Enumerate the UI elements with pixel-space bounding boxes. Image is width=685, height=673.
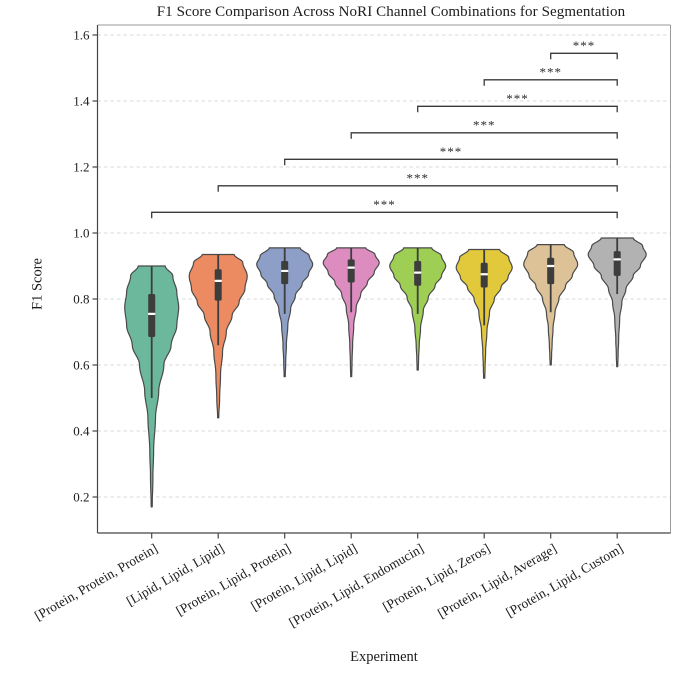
x-axis-label: Experiment	[350, 649, 418, 665]
y-tick-label: 0.8	[73, 292, 89, 307]
significance-bracket-2-8	[217, 185, 618, 192]
median-protein-protein-protein	[147, 312, 156, 315]
significance-bracket-7-8	[550, 52, 618, 60]
x-tick-label-protein-lipid-average: [Protein, Lipid, Average]	[435, 541, 559, 621]
y-tick-label: 1.2	[73, 160, 89, 175]
y-tick-label: 1.0	[73, 226, 89, 241]
significance-bracket-1-8	[151, 211, 618, 219]
significance-bracket-3-8	[284, 158, 618, 166]
significance-stars: ***	[406, 170, 429, 185]
x-tick-label-protein-protein-protein: [Protein, Protein, Protein]	[32, 541, 160, 624]
x-tick-label-protein-lipid-zeros: [Protein, Lipid, Zeros]	[380, 541, 493, 615]
significance-bracket-5-8	[417, 105, 618, 113]
box-protein-lipid-custom	[613, 251, 621, 276]
significance-bracket-4-8	[350, 132, 618, 139]
box-protein-lipid-protein	[281, 261, 289, 285]
median-protein-lipid-endomucin	[413, 271, 422, 274]
median-protein-lipid-lipid	[347, 266, 355, 269]
significance-bracket-6-8	[483, 79, 618, 86]
median-protein-lipid-zeros	[480, 273, 488, 276]
median-lipid-lipid-lipid	[214, 279, 222, 282]
median-protein-lipid-average	[546, 264, 555, 268]
median-protein-lipid-protein	[280, 269, 289, 273]
box-protein-protein-protein	[148, 294, 156, 337]
chart-title: F1 Score Comparison Across NoRI Channel …	[156, 4, 626, 20]
significance-stars: ***	[373, 197, 396, 212]
y-tick-label: 1.6	[73, 28, 90, 43]
x-tick-label-protein-lipid-custom: [Protein, Lipid, Custom]	[503, 541, 625, 620]
significance-stars: ***	[440, 144, 463, 159]
violin-protein-lipid-custom	[587, 237, 647, 368]
box-lipid-lipid-lipid	[214, 269, 222, 301]
x-tick-label-protein-lipid-protein: [Protein, Lipid, Protein]	[173, 541, 293, 619]
significance-stars: ***	[573, 38, 596, 53]
box-protein-lipid-lipid	[347, 259, 355, 283]
y-tick-label: 0.2	[73, 490, 89, 505]
y-tick-label: 0.4	[73, 424, 90, 439]
median-protein-lipid-custom	[613, 258, 621, 261]
significance-stars: ***	[506, 91, 529, 106]
significance-stars: ***	[473, 117, 496, 132]
box-protein-lipid-average	[547, 257, 555, 285]
significance-stars: ***	[539, 64, 562, 79]
y-tick-label: 1.4	[73, 94, 90, 109]
violin-protein-lipid-lipid	[322, 247, 380, 378]
y-tick-label: 0.6	[73, 358, 90, 373]
